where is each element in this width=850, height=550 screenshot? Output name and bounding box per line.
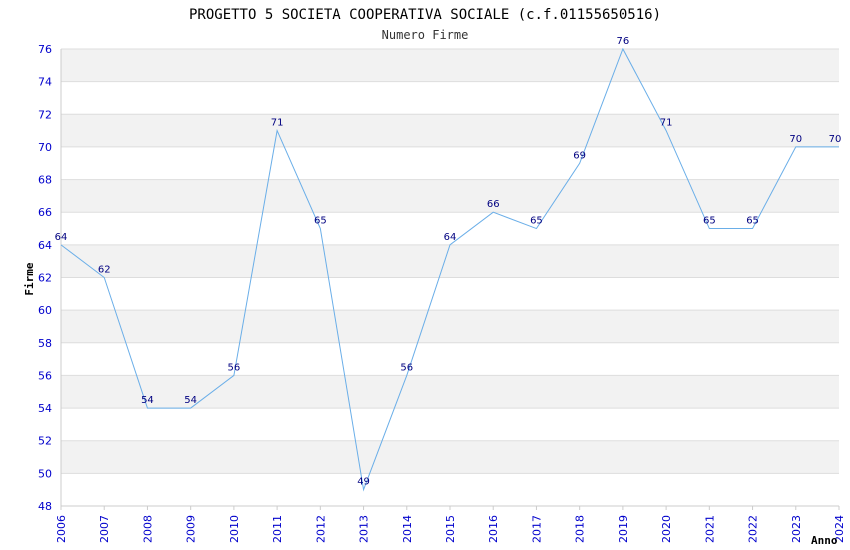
data-label: 71 [271,118,284,129]
data-label: 65 [314,216,327,227]
data-label: 65 [703,216,716,227]
y-tick-label: 54 [38,402,52,415]
x-tick-label: 2008 [141,515,154,543]
x-tick-label: 2024 [833,515,846,543]
x-tick-labels: 2006 2007 2008 2009 2010 2011 2012 2013 2014 2015… [55,506,846,543]
data-label: 64 [55,232,68,243]
plot-band [61,114,839,147]
data-label: 56 [400,362,413,373]
data-label: 54 [184,395,197,406]
y-tick-label: 72 [38,108,52,121]
x-tick-label: 2007 [98,515,111,543]
chart-subtitle: Numero Firme [382,28,469,42]
data-label: 76 [617,36,630,47]
x-tick-label: 2006 [55,515,68,543]
y-tick-label: 58 [38,337,52,350]
y-tick-label: 50 [38,467,52,480]
x-tick-label: 2022 [747,515,760,543]
chart-title: PROGETTO 5 SOCIETA COOPERATIVA SOCIALE (… [189,7,661,23]
y-tick-label: 76 [38,43,52,56]
data-label: 71 [660,118,673,129]
x-tick-label: 2019 [617,515,630,543]
x-tick-label: 2018 [574,515,587,543]
x-tick-label: 2013 [358,515,371,543]
plot-band [61,244,839,278]
y-tick-label: 68 [38,174,52,187]
y-tick-label: 64 [38,239,52,252]
x-tick-label: 2011 [271,515,284,543]
y-axis-label: Firme [23,262,36,295]
data-label: 65 [746,216,759,227]
y-tick-label: 66 [38,206,52,219]
data-label: 62 [98,265,111,276]
data-label: 64 [444,232,457,243]
y-tick-label: 70 [38,141,52,154]
x-tick-label: 2017 [530,515,543,543]
x-tick-label: 2014 [401,515,414,543]
x-tick-label: 2010 [228,515,241,543]
y-tick-label: 52 [38,435,52,448]
x-tick-label: 2016 [487,515,500,543]
y-tick-labels: 48 50 52 54 56 58 60 62 64 66 68 70 72 74 76 [38,43,52,513]
x-tick-label: 2020 [660,515,673,543]
plot-band [61,440,839,474]
x-tick-label: 2009 [185,515,198,543]
y-tick-label: 74 [38,76,52,89]
x-tick-label: 2023 [790,515,803,543]
data-label: 54 [141,395,154,406]
data-label: 66 [487,199,500,210]
x-tick-label: 2015 [444,515,457,543]
gridlines [61,48,839,507]
data-label: 69 [573,150,586,161]
plot-band [61,310,839,343]
y-tick-label: 60 [38,304,52,317]
x-tick-label: 2021 [703,515,716,543]
y-tick-label: 48 [38,500,52,513]
x-tick-label: 2012 [314,515,327,543]
series-line [60,47,839,492]
y-tick-label: 56 [38,369,52,382]
data-label: 70 [829,134,842,145]
plot-background-bands [61,49,839,474]
y-tick-label: 62 [38,272,52,285]
plot-band [61,375,839,409]
data-labels: 64 62 54 54 56 71 65 49 56 64 66 65 69 76 71 65 65 70 70 [55,36,842,488]
data-label: 65 [530,216,543,227]
plot-band [61,49,839,82]
data-label: 49 [357,477,370,488]
plot-band [61,179,839,213]
data-label: 70 [789,134,802,145]
x-axis-label: Anno [811,534,838,547]
data-label: 56 [228,362,241,373]
